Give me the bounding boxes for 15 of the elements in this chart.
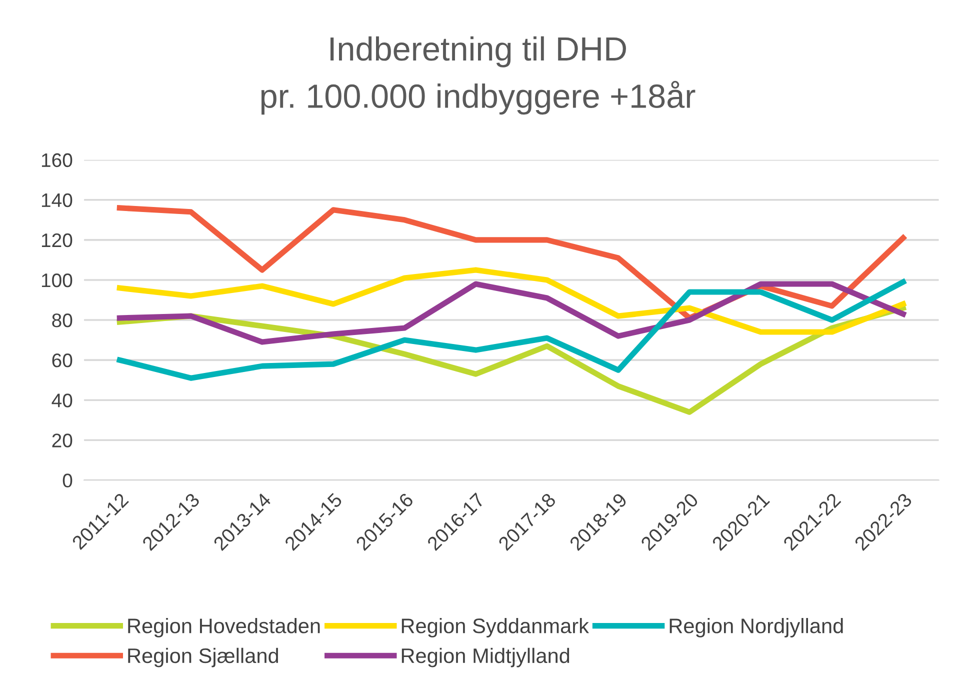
y-tick-label: 0	[62, 474, 72, 488]
y-tick-label: 20	[52, 434, 72, 448]
y-tick-label: 80	[52, 313, 72, 328]
y-tick-label: 100	[42, 273, 72, 288]
legend-label: Region Midtjylland	[402, 648, 570, 668]
y-tick-label: 120	[42, 233, 72, 248]
y-tick-label: 40	[52, 394, 72, 408]
legend-label: Region Syddanmark	[402, 618, 589, 638]
legend-label: Region Hovedstaden	[128, 618, 320, 638]
chart-title: Indberetning til DHD pr. 100.000 indbyggere +18år	[261, 36, 696, 115]
y-tick-label: 140	[42, 193, 72, 208]
legend-label: Region Sjælland	[128, 648, 278, 668]
legend-label: Region Nordjylland	[670, 618, 843, 638]
y-tick-label: 160	[42, 153, 72, 168]
y-tick-label: 60	[52, 354, 72, 368]
